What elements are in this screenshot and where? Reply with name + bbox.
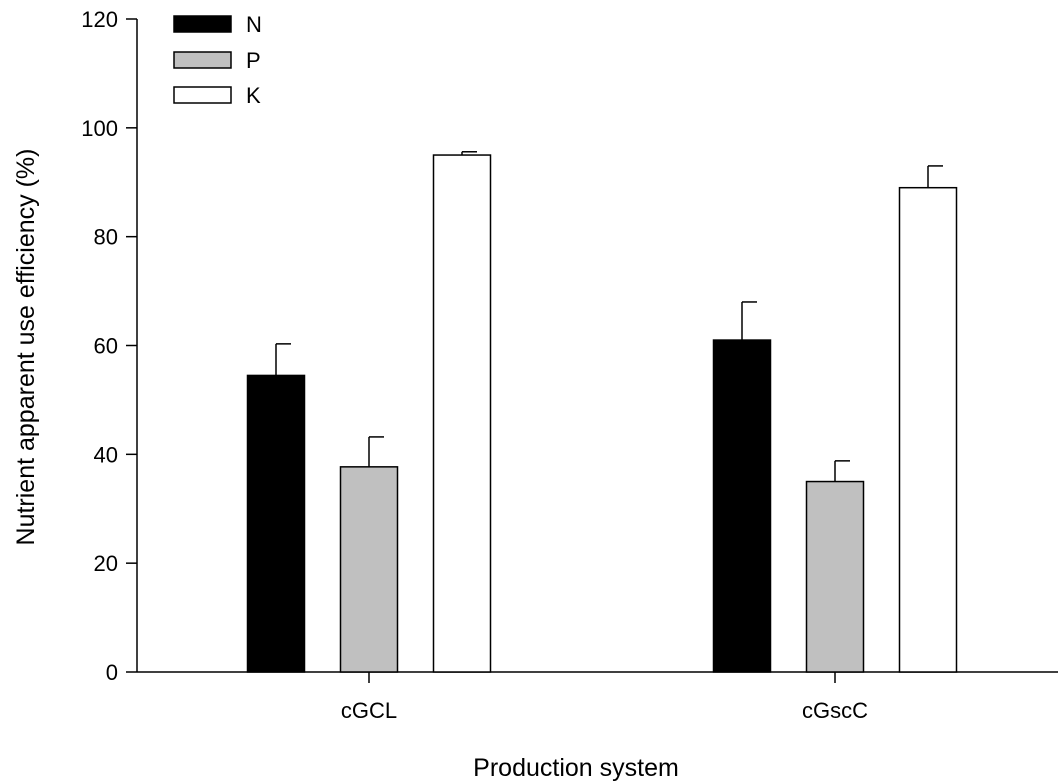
y-tick-label: 60 bbox=[94, 334, 118, 359]
bar-P-cGscC bbox=[805, 480, 865, 673]
legend-label-K: K bbox=[246, 83, 261, 108]
y-tick-label: 40 bbox=[94, 442, 118, 467]
legend-swatch-K bbox=[173, 86, 232, 104]
bar-N-cGCL bbox=[246, 374, 306, 673]
y-tick-label: 20 bbox=[94, 551, 118, 576]
y-tick-label: 0 bbox=[106, 660, 118, 685]
x-tick-label: cGCL bbox=[341, 698, 397, 723]
x-axis-label: Production system bbox=[473, 754, 679, 782]
legend-swatch-P bbox=[173, 51, 232, 69]
legend-label-N: N bbox=[246, 12, 262, 37]
legend-swatch-N bbox=[173, 15, 232, 33]
y-axis-label: Nutrient apparent use efficiency (%) bbox=[12, 149, 40, 546]
y-tick-label: 80 bbox=[94, 225, 118, 250]
bar-N-cGscC bbox=[712, 339, 772, 673]
bar-K-cGCL bbox=[432, 154, 492, 673]
x-tick-label: cGscC bbox=[802, 698, 868, 723]
y-axis: 0 20 40 60 80 100 120 bbox=[81, 7, 138, 685]
bars bbox=[246, 151, 958, 673]
bar-P-cGCL bbox=[339, 466, 399, 673]
legend: NPK bbox=[173, 12, 262, 108]
y-tick-label: 120 bbox=[81, 7, 118, 32]
legend-label-P: P bbox=[246, 48, 261, 73]
x-axis: cGCL cGscC bbox=[137, 671, 1058, 723]
y-tick-label: 100 bbox=[81, 116, 118, 141]
bar-K-cGscC bbox=[898, 186, 958, 673]
